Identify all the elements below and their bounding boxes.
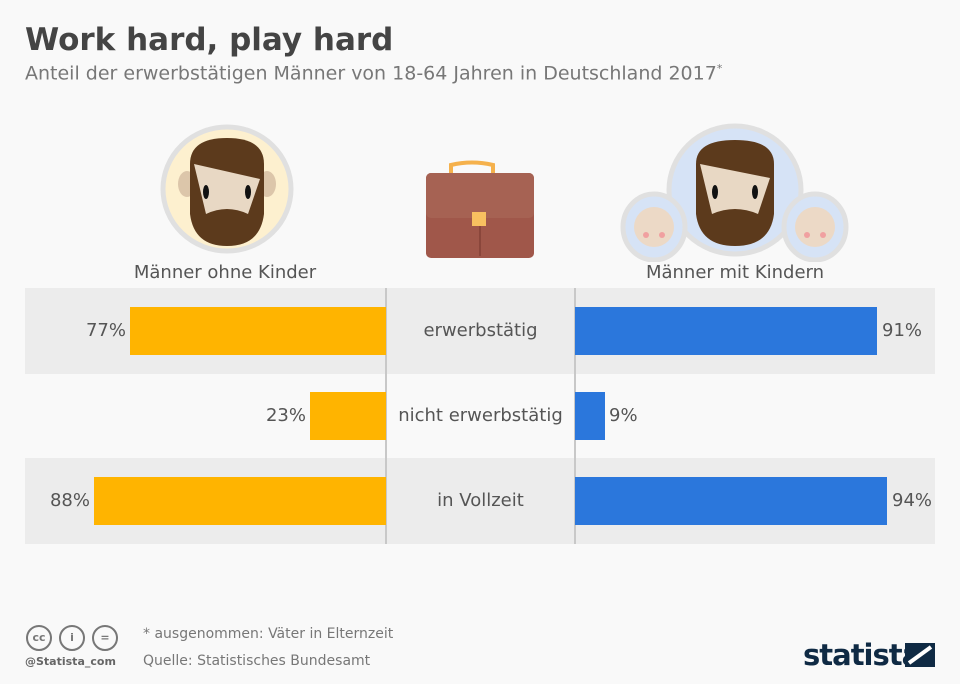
value-label: 94% xyxy=(892,490,933,511)
footnote: * ausgenommen: Väter in Elternzeit xyxy=(143,626,394,642)
statista-handle[interactable]: @Statista_com xyxy=(25,655,116,668)
man-with-children-icon xyxy=(620,123,849,262)
category-label: nicht erwerbstätig xyxy=(398,405,563,426)
series-label-with-children: Männer mit Kindern xyxy=(645,262,825,283)
source: Quelle: Statistisches Bundesamt xyxy=(143,653,371,669)
briefcase-icon xyxy=(426,160,534,258)
statista-logo[interactable]: statista xyxy=(803,638,921,672)
value-label: 77% xyxy=(85,320,126,341)
bar-with-children-0 xyxy=(575,307,878,355)
chart-subtitle: Anteil der erwerbstätigen Männer von 18-… xyxy=(25,62,722,84)
bar-without-children-2 xyxy=(93,477,386,525)
subtitle-asterisk: * xyxy=(716,62,723,75)
left-axis-line xyxy=(385,288,387,544)
value-label: 88% xyxy=(49,490,90,511)
category-label: erwerbstätig xyxy=(423,320,538,341)
attribution-icon[interactable]: i xyxy=(59,625,85,651)
bar-without-children-0 xyxy=(130,307,386,355)
subtitle-text: Anteil der erwerbstätigen Männer von 18-… xyxy=(25,62,717,85)
cc-license-icon[interactable]: cc xyxy=(26,625,52,651)
man-without-children-icon xyxy=(160,124,294,254)
no-derivatives-icon[interactable]: = xyxy=(92,625,118,651)
category-label: in Vollzeit xyxy=(437,490,524,511)
bar-with-children-1 xyxy=(575,392,605,440)
value-label: 91% xyxy=(882,320,923,341)
series-label-without-children: Männer ohne Kinder xyxy=(133,262,317,283)
bar-without-children-1 xyxy=(309,392,386,440)
value-label: 23% xyxy=(265,405,306,426)
value-label: 9% xyxy=(609,405,638,426)
bar-with-children-2 xyxy=(575,477,888,525)
statista-logo-icon xyxy=(905,643,935,667)
chart-title: Work hard, play hard xyxy=(25,22,394,58)
